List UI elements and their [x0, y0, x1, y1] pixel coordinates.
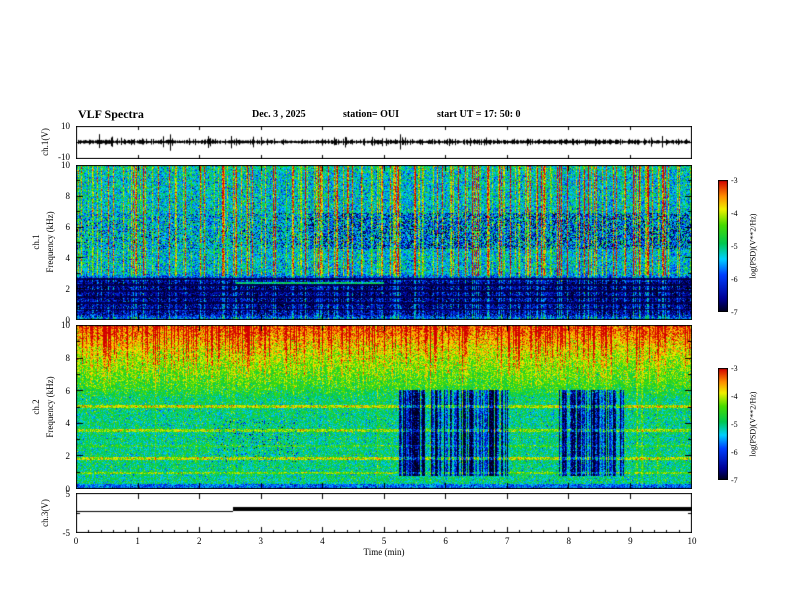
plot-start-ut: start UT = 17: 50: 0 — [437, 109, 521, 120]
ch2-channel-label: ch.2 — [31, 399, 41, 415]
ch3-voltage-axis-label: ch.3(V) — [40, 499, 50, 527]
spec2-y-tick-label: 10 — [61, 320, 70, 330]
ch3-trace-canvas — [76, 493, 692, 533]
colorbar1-label: log(PSD)(V**2/Hz) — [748, 213, 758, 279]
x-tick-label: 7 — [504, 536, 510, 546]
x-tick-label: 0 — [73, 536, 79, 546]
spec2-y-tick-label: 2 — [65, 451, 71, 462]
spec1-y-tick-label: 8 — [65, 191, 71, 201]
x-tick-label: 10 — [687, 536, 697, 546]
x-tick-label: 6 — [443, 536, 448, 546]
ch3-y-tick-label: 5 — [65, 489, 71, 499]
colorbar2-canvas — [718, 368, 728, 480]
x-tick-label: 4 — [320, 536, 325, 546]
colorbar2-tick-label: -4 — [731, 392, 738, 401]
spec2-y-tick-label: 6 — [65, 385, 71, 396]
colorbar1-canvas — [718, 180, 728, 312]
colorbar1-tick-label: -3 — [731, 176, 738, 185]
spec1-y-tick-label: 10 — [61, 160, 70, 170]
colorbar2-tick-label: -6 — [731, 448, 738, 457]
x-tick-label: 3 — [258, 536, 264, 546]
wave-y-tick-label: -10 — [58, 152, 70, 162]
spec2-y-tick-label: 0 — [65, 484, 71, 494]
x-tick-label: 5 — [381, 536, 387, 546]
colorbar1-tick-label: -5 — [731, 242, 738, 251]
x-tick-label: 2 — [196, 536, 202, 546]
x-tick-label: 9 — [628, 536, 633, 546]
x-tick-label: 1 — [135, 536, 140, 546]
wave-y-tick-label: 10 — [61, 121, 70, 131]
spec1-y-tick-label: 4 — [65, 253, 71, 263]
ch1-spectrogram-canvas — [76, 165, 692, 320]
ch1-frequency-axis-label: Frequency (kHz) — [45, 211, 55, 273]
colorbar2-label: log(PSD)(V**2/Hz) — [748, 391, 758, 457]
spec2-y-tick-label: 4 — [65, 418, 71, 429]
spec1-y-tick-label: 2 — [65, 284, 71, 294]
time-axis-label: Time (min) — [363, 547, 405, 557]
ch2-spectrogram-canvas — [76, 325, 692, 489]
ch3-y-tick-label: -5 — [62, 528, 71, 538]
colorbar1-tick-label: -6 — [731, 275, 738, 284]
plot-date: Dec. 3 , 2025 — [252, 109, 306, 120]
spec2-y-tick-label: 8 — [65, 352, 71, 363]
ch1-channel-label: ch.1 — [31, 234, 41, 250]
x-tick-label: 8 — [566, 536, 572, 546]
colorbar2-tick-label: -3 — [731, 364, 738, 373]
colorbar1-tick-label: -7 — [731, 308, 738, 317]
plot-title: VLF Spectra — [78, 107, 144, 121]
ch1-waveform-canvas — [76, 126, 692, 159]
colorbar2-tick-label: -7 — [731, 476, 738, 485]
colorbar2-tick-label: -5 — [731, 420, 738, 429]
spec1-y-tick-label: 6 — [65, 222, 71, 232]
spec1-y-tick-label: 0 — [65, 315, 71, 325]
colorbar1-tick-label: -4 — [731, 209, 738, 218]
plot-station: station= OUI — [343, 109, 399, 120]
